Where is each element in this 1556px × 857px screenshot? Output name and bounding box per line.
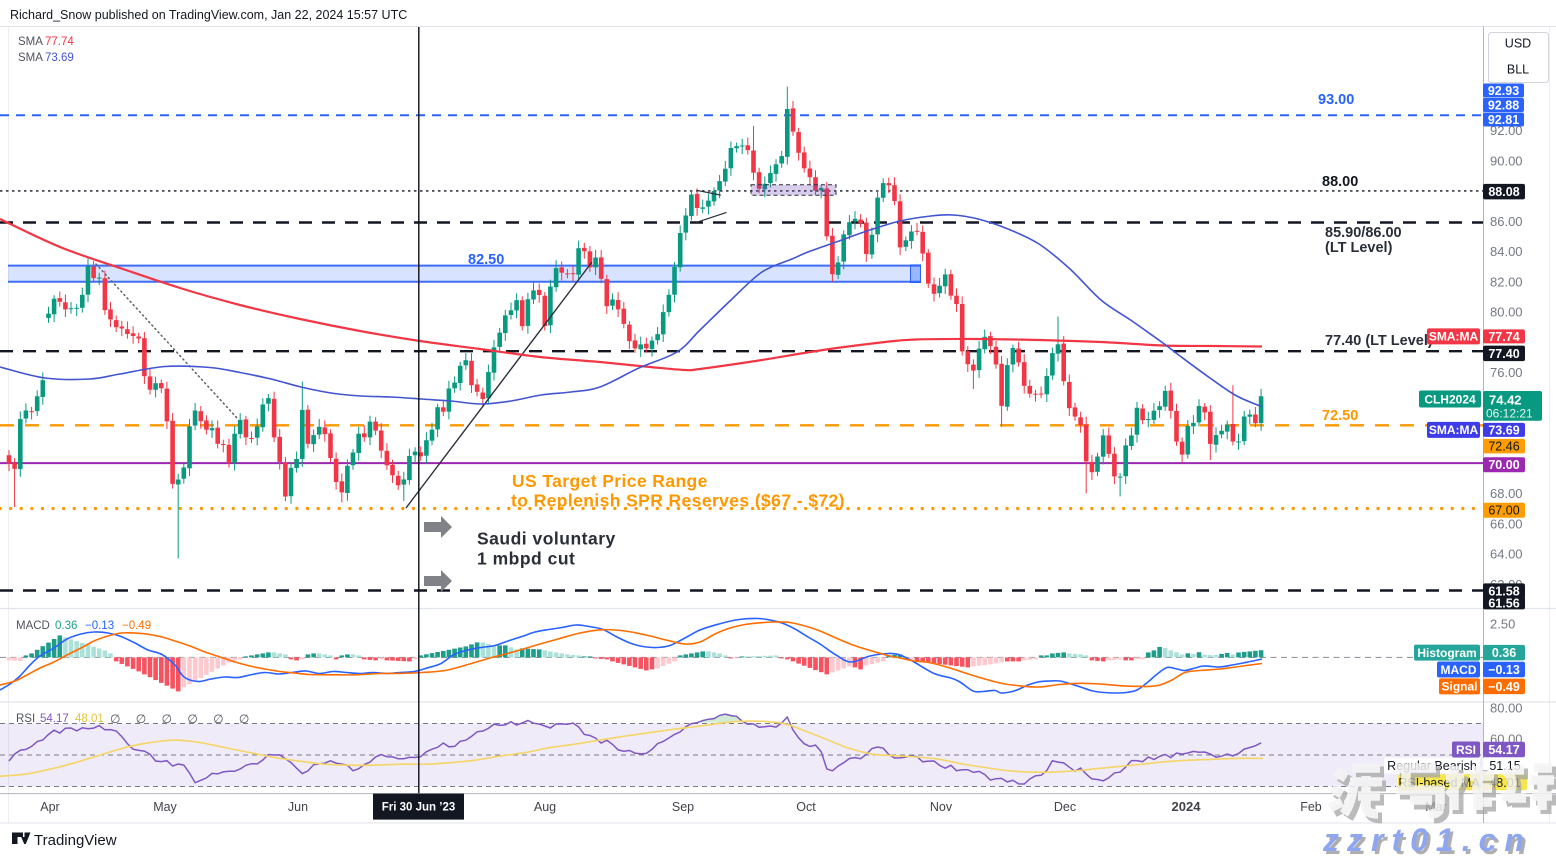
svg-text:66.00: 66.00 (1490, 516, 1523, 531)
svg-text:54.17: 54.17 (40, 713, 69, 725)
svg-text:RSI: RSI (16, 713, 35, 725)
svg-text:Jun: Jun (288, 800, 308, 814)
svg-text:SMA: SMA (18, 52, 43, 64)
svg-text:−0.13: −0.13 (1488, 663, 1520, 677)
svg-text:Histogram: Histogram (1417, 646, 1476, 660)
svg-text:77.74: 77.74 (1488, 330, 1519, 344)
svg-text:Signal: Signal (1441, 680, 1477, 694)
svg-text:to Replenish SPR Reserves ($67: to Replenish SPR Reserves ($67 - $72) (511, 491, 845, 511)
svg-text:Sep: Sep (672, 800, 694, 814)
svg-text:Apr: Apr (40, 800, 59, 814)
svg-text:Richard_Snow published on Trad: Richard_Snow published on TradingView.co… (10, 8, 407, 22)
svg-text:84.00: 84.00 (1490, 244, 1523, 259)
svg-text:80.00: 80.00 (1490, 701, 1523, 716)
svg-text:CLH2024: CLH2024 (1424, 392, 1476, 406)
svg-text:06:12:21: 06:12:21 (1486, 407, 1533, 421)
svg-text:zzrt01.cn: zzrt01.cn (1325, 825, 1535, 857)
svg-text:0.36: 0.36 (55, 620, 77, 632)
svg-text:US Target Price Range: US Target Price Range (512, 471, 708, 491)
svg-text:SMA:MA: SMA:MA (1429, 423, 1479, 437)
svg-text:88.00: 88.00 (1322, 174, 1358, 190)
svg-text:76.00: 76.00 (1490, 365, 1523, 380)
svg-text:77.40 (LT Level): 77.40 (LT Level) (1325, 333, 1433, 349)
svg-text:Nov: Nov (930, 800, 953, 814)
svg-text:TradingView: TradingView (34, 832, 117, 849)
svg-text:88.08: 88.08 (1488, 185, 1519, 199)
svg-text:−0.13: −0.13 (85, 620, 114, 632)
svg-text:72.46: 72.46 (1488, 440, 1519, 454)
svg-text:2024: 2024 (1172, 799, 1202, 814)
svg-text:54.17: 54.17 (1488, 743, 1519, 757)
svg-text:Feb: Feb (1300, 800, 1322, 814)
svg-text:48.01: 48.01 (75, 713, 104, 725)
svg-text:92.88: 92.88 (1488, 99, 1519, 113)
svg-text:61.56: 61.56 (1488, 596, 1519, 610)
svg-text:SMA: SMA (18, 36, 43, 48)
svg-text:77.74: 77.74 (45, 36, 74, 48)
svg-text:68.00: 68.00 (1490, 486, 1523, 501)
svg-text:−0.49: −0.49 (1488, 680, 1520, 694)
svg-text:BLL: BLL (1507, 63, 1529, 77)
svg-text:May: May (153, 800, 177, 814)
svg-text:0.36: 0.36 (1492, 646, 1516, 660)
svg-text:∅ ∅ ∅ ∅ ∅ ∅: ∅ ∅ ∅ ∅ ∅ ∅ (110, 712, 255, 726)
svg-text:92.93: 92.93 (1488, 84, 1519, 98)
svg-text:85.90/86.00: 85.90/86.00 (1325, 225, 1402, 241)
svg-text:72.50: 72.50 (1322, 408, 1358, 424)
svg-text:RSI: RSI (1456, 743, 1476, 757)
svg-text:Dec: Dec (1054, 800, 1076, 814)
svg-text:80.00: 80.00 (1490, 305, 1523, 320)
svg-text:Saudi voluntary: Saudi voluntary (477, 529, 616, 549)
svg-text:82.50: 82.50 (468, 252, 504, 268)
svg-text:86.00: 86.00 (1490, 214, 1523, 229)
svg-text:93.00: 93.00 (1318, 92, 1354, 108)
svg-text:Aug: Aug (534, 800, 556, 814)
svg-text:70.00: 70.00 (1488, 458, 1519, 472)
svg-text:90.00: 90.00 (1490, 153, 1523, 168)
svg-text:74.42: 74.42 (1489, 393, 1522, 408)
svg-text:73.69: 73.69 (1488, 423, 1519, 437)
svg-text:(LT Level): (LT Level) (1325, 240, 1393, 256)
svg-text:2.50: 2.50 (1490, 617, 1515, 632)
svg-text:1 mbpd cut: 1 mbpd cut (477, 549, 575, 569)
svg-text:73.69: 73.69 (45, 52, 74, 64)
svg-text:MACD: MACD (1441, 663, 1477, 677)
svg-text:82.00: 82.00 (1490, 274, 1523, 289)
svg-text:61.58: 61.58 (1488, 584, 1519, 598)
svg-text:77.40: 77.40 (1488, 347, 1519, 361)
svg-text:zzrt01.cn: zzrt01.cn (1322, 822, 1532, 857)
svg-text:SMA:MA: SMA:MA (1429, 330, 1479, 344)
svg-text:MACD: MACD (16, 620, 50, 632)
svg-text:92.81: 92.81 (1488, 113, 1519, 127)
svg-text:64.00: 64.00 (1490, 547, 1523, 562)
svg-text:92.00: 92.00 (1490, 123, 1523, 138)
svg-text:Fri 30 Jun ’23: Fri 30 Jun ’23 (382, 802, 456, 814)
svg-text:Oct: Oct (796, 800, 816, 814)
svg-text:−0.49: −0.49 (122, 620, 151, 632)
svg-text:67.00: 67.00 (1488, 504, 1519, 518)
svg-text:USD: USD (1505, 37, 1531, 51)
